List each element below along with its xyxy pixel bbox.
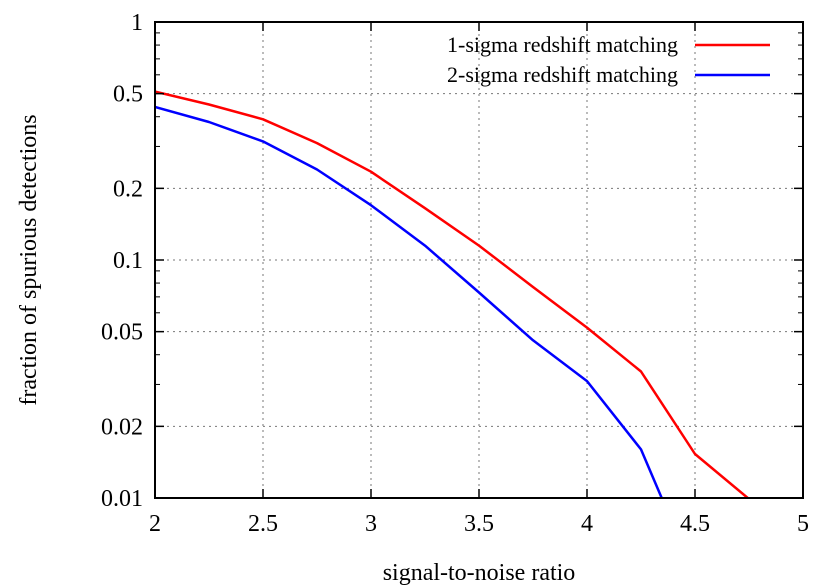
- series-line-2-sigma: [155, 105, 664, 498]
- x-tick-label: 4.5: [680, 511, 710, 537]
- legend-label-1-sigma: 1-sigma redshift matching: [447, 32, 678, 57]
- x-tick-label: 2: [149, 511, 161, 537]
- tick-labels: 2 2.5 3 3.5 4 4.5 5 0.01 0.02 0.05 0.1 0.2 0.5 1: [101, 10, 809, 537]
- legend-label-2-sigma: 2-sigma redshift matching: [447, 62, 678, 87]
- series-line-1-sigma: [155, 90, 750, 498]
- y-tick-label: 0.2: [113, 176, 143, 202]
- x-tick-label: 4: [581, 511, 593, 537]
- ticks: [154, 21, 804, 499]
- x-tick-label: 3.5: [464, 511, 494, 537]
- y-tick-label: 0.1: [113, 248, 143, 274]
- y-tick-label: 0.01: [101, 486, 143, 512]
- y-tick-label: 0.5: [113, 82, 143, 108]
- x-axis-title: signal-to-noise ratio: [383, 560, 576, 586]
- y-tick-label: 0.02: [101, 414, 143, 440]
- x-tick-label: 2.5: [248, 511, 278, 537]
- y-tick-label: 1: [131, 10, 143, 36]
- x-tick-label: 5: [797, 511, 809, 537]
- grid: [155, 22, 803, 498]
- x-tick-label: 3: [365, 511, 377, 537]
- y-axis-title: fraction of spurious detections: [16, 114, 42, 405]
- series-lines: [155, 90, 750, 498]
- y-tick-label: 0.05: [101, 320, 143, 346]
- legend: 1-sigma redshift matching 2-sigma redshi…: [447, 32, 770, 87]
